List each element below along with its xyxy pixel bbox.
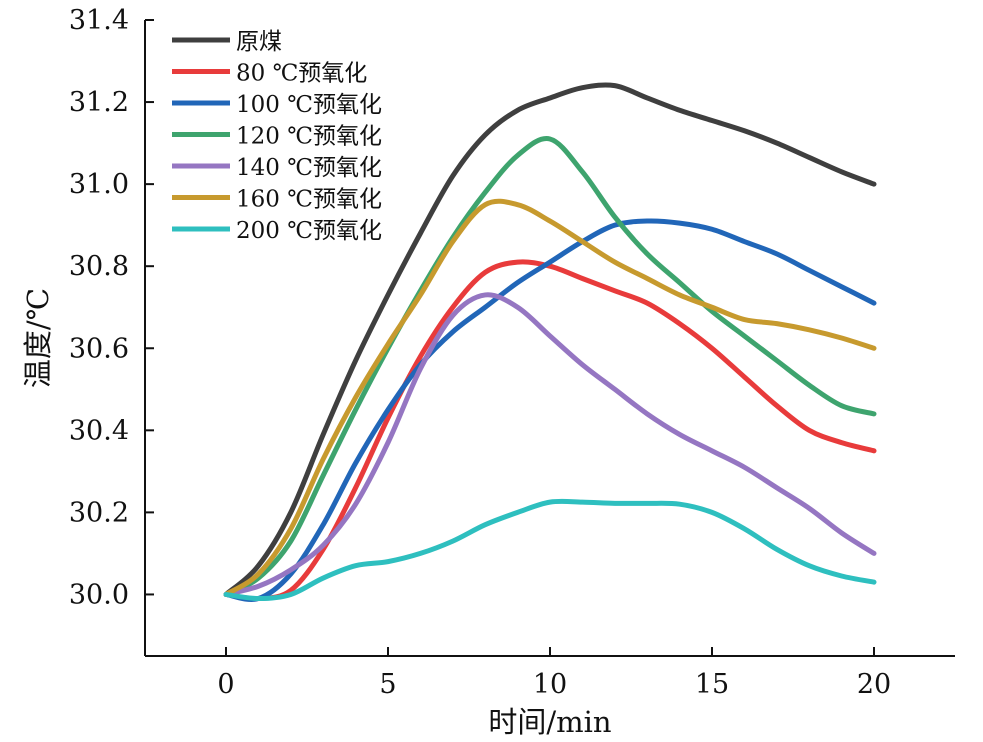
series-line-3: [223, 218, 877, 602]
series-lines: [223, 82, 877, 602]
x-tick-label: 5: [379, 669, 396, 700]
legend-label: 100 ℃预氧化: [236, 92, 382, 118]
legend-label: 160 ℃预氧化: [236, 187, 382, 213]
x-tick-label: 15: [695, 669, 729, 700]
y-tick-label: 30.8: [69, 251, 129, 282]
y-tick-label: 31.4: [69, 5, 129, 36]
series-line-7: [223, 498, 877, 602]
y-tick-label: 30.6: [69, 333, 129, 364]
legend-item: 140 ℃预氧化: [172, 155, 382, 181]
y-axis-ticks: 30.0 30.2 30.4 30.6 30.8 31.0 31.2 31.4: [69, 5, 154, 610]
legend-item: 原煤: [172, 29, 282, 55]
legend-item: 200 ℃预氧化: [172, 218, 382, 244]
legend-label: 200 ℃预氧化: [236, 218, 382, 244]
plot-area: 0 5 10 15 20 30.0 30.2 30.4 30.6 30.8 31.0 31.2 31.…: [69, 5, 955, 700]
x-axis-label: 时间/min: [488, 705, 611, 739]
series-line-6: [223, 198, 877, 597]
y-tick-label: 31.0: [69, 169, 129, 200]
y-tick-label: 31.2: [69, 87, 129, 118]
legend: 原煤 80 ℃预氧化 100 ℃预氧化 120 ℃预氧化 140 ℃预氧化 160 ℃预氧…: [172, 29, 382, 244]
y-axis-label: 温度/℃: [21, 288, 55, 388]
legend-item: 120 ℃预氧化: [172, 124, 382, 150]
series-line-4: [223, 136, 877, 597]
series-line-5: [223, 292, 877, 597]
y-tick-label: 30.4: [69, 415, 129, 446]
series-line-1: [223, 82, 877, 597]
legend-item: 80 ℃预氧化: [172, 61, 367, 87]
legend-item: 160 ℃预氧化: [172, 187, 382, 213]
x-tick-label: 20: [857, 669, 891, 700]
x-axis-ticks: 0 5 10 15 20: [217, 647, 891, 700]
legend-label: 80 ℃预氧化: [236, 61, 367, 87]
y-tick-label: 30.2: [69, 497, 129, 528]
legend-label: 原煤: [236, 29, 282, 55]
y-tick-label: 30.0: [69, 579, 129, 610]
x-tick-label: 10: [533, 669, 567, 700]
legend-label: 120 ℃预氧化: [236, 124, 382, 150]
x-tick-label: 0: [217, 669, 234, 700]
legend-label: 140 ℃预氧化: [236, 155, 382, 181]
legend-item: 100 ℃预氧化: [172, 92, 382, 118]
